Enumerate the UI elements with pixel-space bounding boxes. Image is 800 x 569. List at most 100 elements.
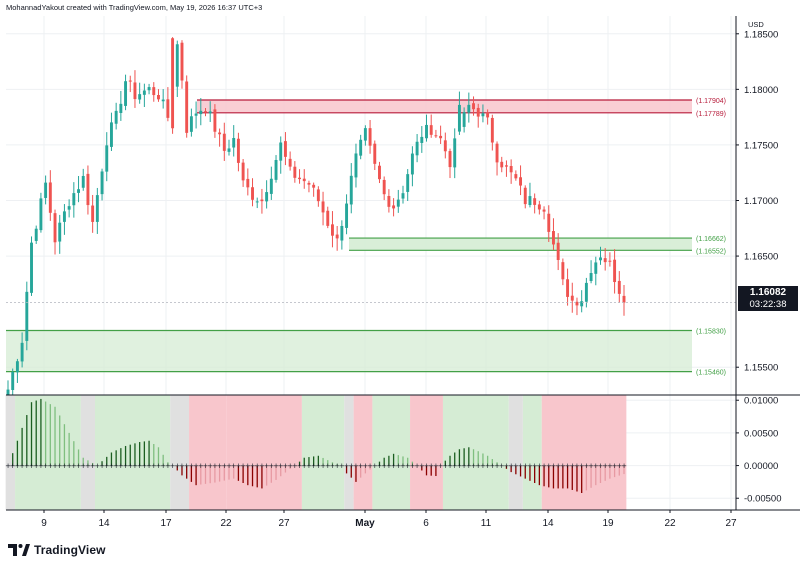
osc-zero-marker: + [235,462,241,470]
candle-body [199,110,203,115]
osc-zero-marker: + [10,462,16,470]
candle-body [34,228,38,241]
candle-body [345,203,349,228]
osc-zero-marker: + [292,462,298,470]
osc-bg-red [226,395,302,510]
candle-body [171,38,175,129]
osc-zero-marker: + [85,462,91,470]
osc-zero-marker: + [240,462,246,470]
osc-zero-marker: + [485,462,491,470]
candle-body [166,99,170,118]
chart-attribution: MohannadYakout created with TradingView.… [6,3,263,12]
candle-body [185,81,189,133]
candle-body [133,82,137,100]
osc-zero-marker: + [254,462,260,470]
osc-zero-marker: + [57,462,63,470]
osc-zero-marker: + [438,462,444,470]
osc-zero-marker: + [203,462,209,470]
candle-body [542,209,546,212]
osc-bg-gray [80,395,95,510]
tradingview-logo-text: TradingView [34,543,106,557]
candle-body [326,210,330,226]
axes: 1.18500 1.18000 1.17500 1.17000 1.16500 1.155… [6,16,800,529]
candle-body [617,280,621,294]
candle-body [410,153,414,175]
candle-body [298,177,301,180]
osc-zero-marker: + [245,462,251,470]
candle-body [67,206,71,210]
osc-zero-marker: + [146,462,152,470]
candle-body [519,177,523,186]
candle-body [227,148,231,152]
candle-body [481,113,485,117]
candle-body [30,242,33,293]
osc-zero-marker: + [193,462,199,470]
osc-zero-marker: + [132,462,138,470]
time-tick-label-0: 9 [41,518,47,529]
candle-body [251,187,254,200]
osc-bg-green [442,395,509,510]
osc-zero-marker: + [348,462,354,470]
osc-zero-marker: + [583,462,589,470]
osc-zero-marker: + [456,462,462,470]
candle-body [613,259,617,283]
osc-zero-marker: + [61,462,67,470]
osc-zero-marker: + [574,462,580,470]
osc-zero-marker: + [301,462,307,470]
candlestick-series [6,37,736,404]
osc-zero-marker: + [24,462,30,470]
osc-zero-marker: + [212,462,218,470]
osc-zero-marker: + [536,462,542,470]
candle-body [152,87,156,96]
osc-zero-marker: + [43,462,49,470]
osc-zero-marker: + [593,462,599,470]
candle-body [457,104,461,132]
osc-zero-marker: + [325,462,331,470]
osc-zero-marker: + [452,462,458,470]
osc-zero-marker: + [282,462,288,470]
osc-zero-marker: + [334,462,340,470]
osc-zero-marker: + [616,462,622,470]
support-zone-lower [6,330,692,372]
osc-bg-green [94,395,171,510]
osc-zero-marker: + [541,462,547,470]
osc-zero-marker: + [90,462,96,470]
candle-body [138,94,142,100]
osc-zero-marker: + [226,462,232,470]
candle-body [316,189,320,202]
candle-body [218,132,222,135]
candle-body [354,153,358,178]
last-price-tag: 1.16082 [738,286,798,299]
candle-body [189,116,193,132]
candle-body [420,136,424,143]
candle-body [331,224,334,236]
osc-bg-green [372,395,411,510]
support-zone-upper [349,238,692,251]
osc-zero-marker: + [156,462,162,470]
candle-body [274,159,278,180]
osc-bg-red [541,395,627,510]
time-tick-label-7: 11 [481,518,492,529]
osc-zero-marker: + [38,462,44,470]
candle-body [25,291,29,341]
osc-bg-red [189,395,227,510]
tradingview-logo[interactable]: TradingView [8,543,106,557]
support-zone-lower-label-high: (1.15830) [696,329,726,336]
candle-body [157,95,160,100]
osc-zero-marker: + [127,462,133,470]
candle-body [124,81,128,106]
osc-zero-marker: + [527,462,533,470]
osc-zero-marker: + [188,462,194,470]
candle-body [312,184,316,188]
candle-body [20,342,24,362]
candle-body [222,133,226,151]
osc-zero-marker: + [508,462,514,470]
candle-body [81,175,85,188]
time-tick-label-1: 14 [98,518,110,529]
osc-bg-gray [5,395,16,510]
osc-zero-marker: + [461,462,467,470]
osc-zero-marker: + [353,462,359,470]
osc-zero-marker: + [80,462,86,470]
osc-zero-marker: + [19,462,25,470]
